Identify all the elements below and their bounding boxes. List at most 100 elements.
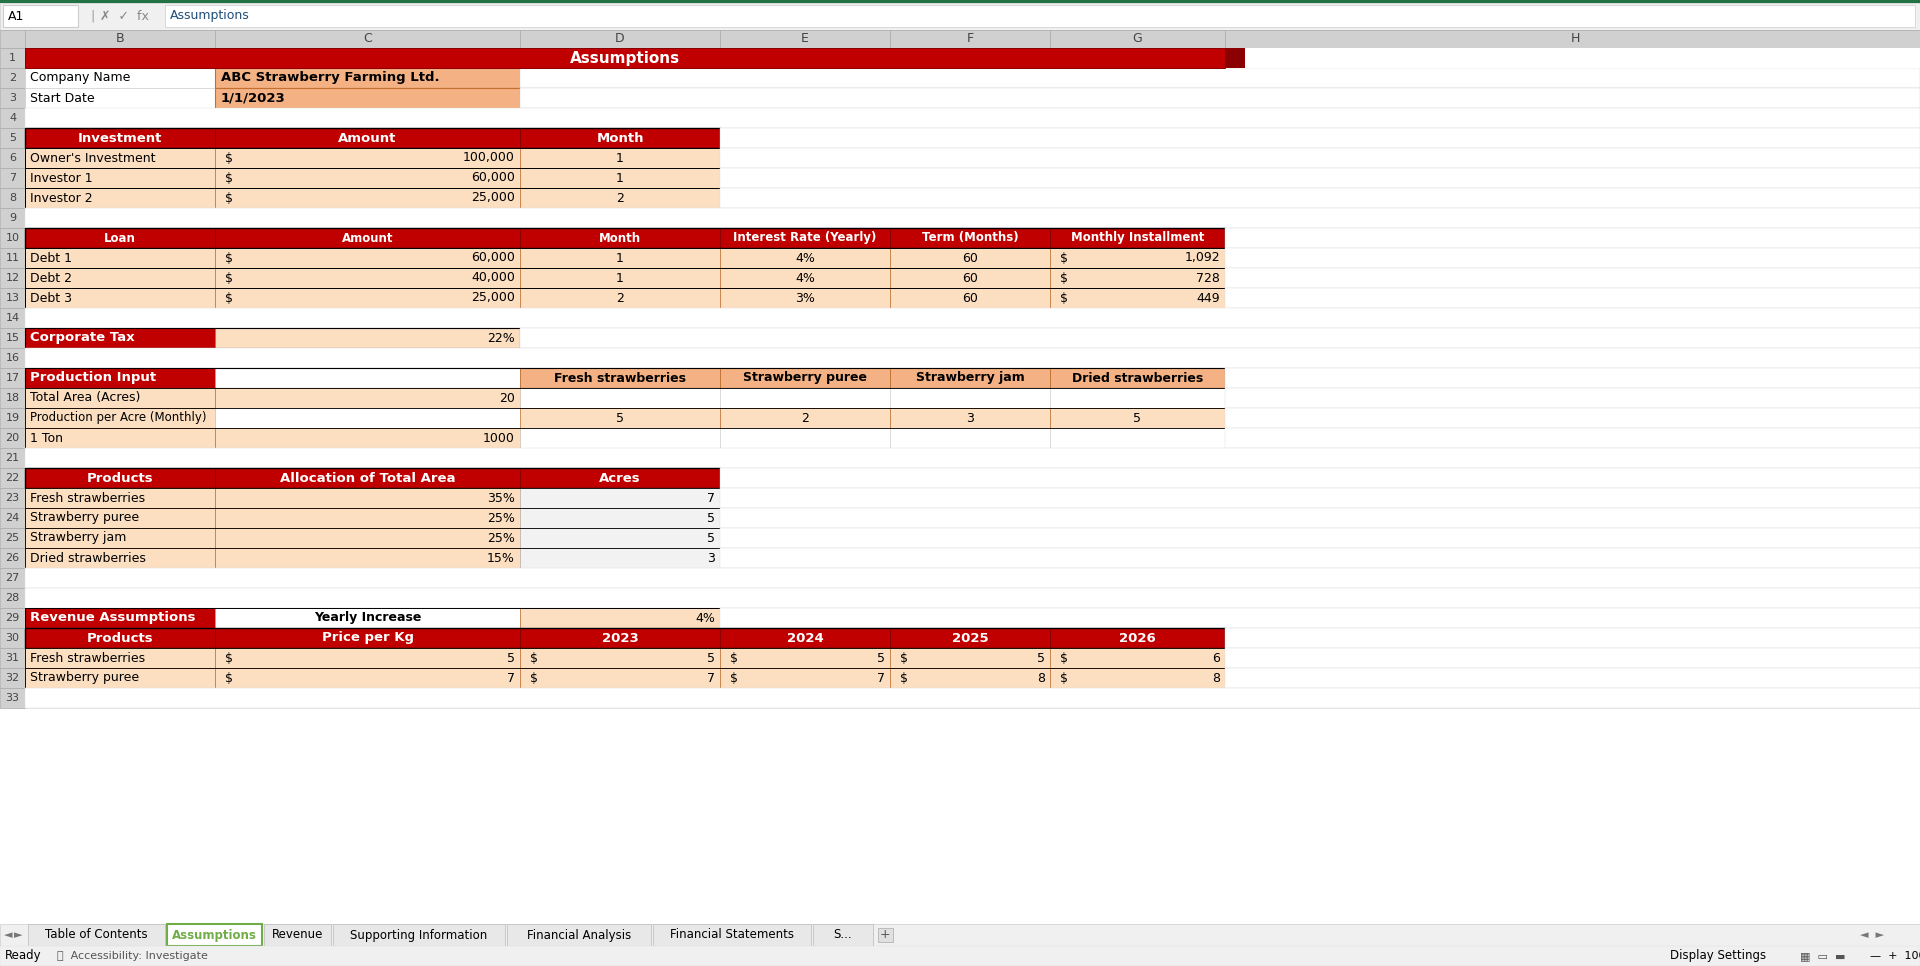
Bar [1225,30,1920,48]
Bar [215,468,520,488]
Bar [720,508,1920,528]
Text: 3: 3 [10,93,15,103]
Text: $: $ [530,671,538,685]
Bar [1225,428,1920,448]
Text: $: $ [900,671,908,685]
Bar [25,668,1225,688]
Bar [891,388,1050,408]
Text: Products: Products [86,632,154,644]
Bar [25,608,720,628]
Bar [520,388,720,408]
Bar [0,528,25,548]
Bar [0,568,25,588]
Bar [215,188,520,208]
Bar [25,248,1225,268]
Text: 29: 29 [6,613,19,623]
Bar [25,148,215,168]
Text: 40,000: 40,000 [470,271,515,285]
Text: Investor 1: Investor 1 [31,172,92,185]
Bar [0,428,25,448]
Bar [520,68,1920,88]
Text: $: $ [730,671,737,685]
Text: 11: 11 [6,253,19,263]
Text: $: $ [225,251,232,265]
Bar [891,368,1050,388]
Text: 21: 21 [6,453,19,463]
Text: 1 Ton: 1 Ton [31,432,63,444]
Bar [891,648,1050,668]
Bar [165,5,1914,27]
Bar [215,88,520,108]
Text: 2023: 2023 [601,632,637,644]
Text: Strawberry jam: Strawberry jam [916,372,1025,384]
Text: Debt 1: Debt 1 [31,251,73,265]
Bar [0,488,25,508]
Bar [720,628,891,648]
Bar [215,268,520,288]
Text: 60: 60 [962,292,977,304]
Bar [891,30,1050,48]
Bar [0,128,25,148]
Text: 2: 2 [10,73,15,83]
Text: Revenue: Revenue [273,928,323,942]
Bar [215,488,520,508]
Bar [720,30,891,48]
Bar [25,68,215,88]
Text: Interest Rate (Yearly): Interest Rate (Yearly) [733,232,877,244]
Bar [215,328,520,348]
Bar [1225,628,1920,648]
Text: Strawberry jam: Strawberry jam [31,531,127,545]
Text: 1000: 1000 [484,432,515,444]
Bar [25,148,720,168]
Text: 6: 6 [10,153,15,163]
Text: A1: A1 [8,10,25,22]
Bar [29,924,165,946]
Bar [25,528,215,548]
Text: Strawberry puree: Strawberry puree [31,671,138,685]
Bar [0,608,25,628]
Bar [0,588,25,608]
Bar [0,308,25,328]
Text: 7: 7 [10,173,15,183]
Bar [25,468,215,488]
Bar [0,108,25,128]
Text: 22%: 22% [488,331,515,345]
Bar [891,408,1050,428]
Text: 449: 449 [1196,292,1219,304]
Text: Table of Contents: Table of Contents [46,928,148,942]
Bar [1050,248,1225,268]
Bar [0,3,1920,30]
Bar [1050,648,1225,668]
Bar [25,128,215,148]
Bar [25,408,1225,428]
Bar [720,128,1920,148]
Text: Strawberry puree: Strawberry puree [31,512,138,525]
Bar [25,328,520,348]
Text: Production per Acre (Monthly): Production per Acre (Monthly) [31,412,207,424]
Bar [520,228,720,248]
Text: —  +  100%: — + 100% [1870,951,1920,961]
Text: $: $ [225,172,232,185]
Bar [1050,428,1225,448]
Text: ◄  ►: ◄ ► [1860,930,1884,940]
Bar [1225,388,1920,408]
Bar [1050,388,1225,408]
Text: 30: 30 [6,633,19,643]
Bar [25,288,215,308]
Bar [1050,288,1225,308]
Bar [0,268,25,288]
Bar [1050,408,1225,428]
Bar [891,268,1050,288]
Bar [812,924,874,946]
Text: 60: 60 [962,271,977,285]
Bar [0,208,25,228]
Bar [0,68,25,88]
Bar [520,648,720,668]
Bar [25,188,720,208]
Text: $: $ [1060,271,1068,285]
Text: Dried strawberries: Dried strawberries [1071,372,1204,384]
Bar [520,548,720,568]
Bar [520,468,720,488]
Bar [1050,628,1225,648]
Bar [720,468,1920,488]
